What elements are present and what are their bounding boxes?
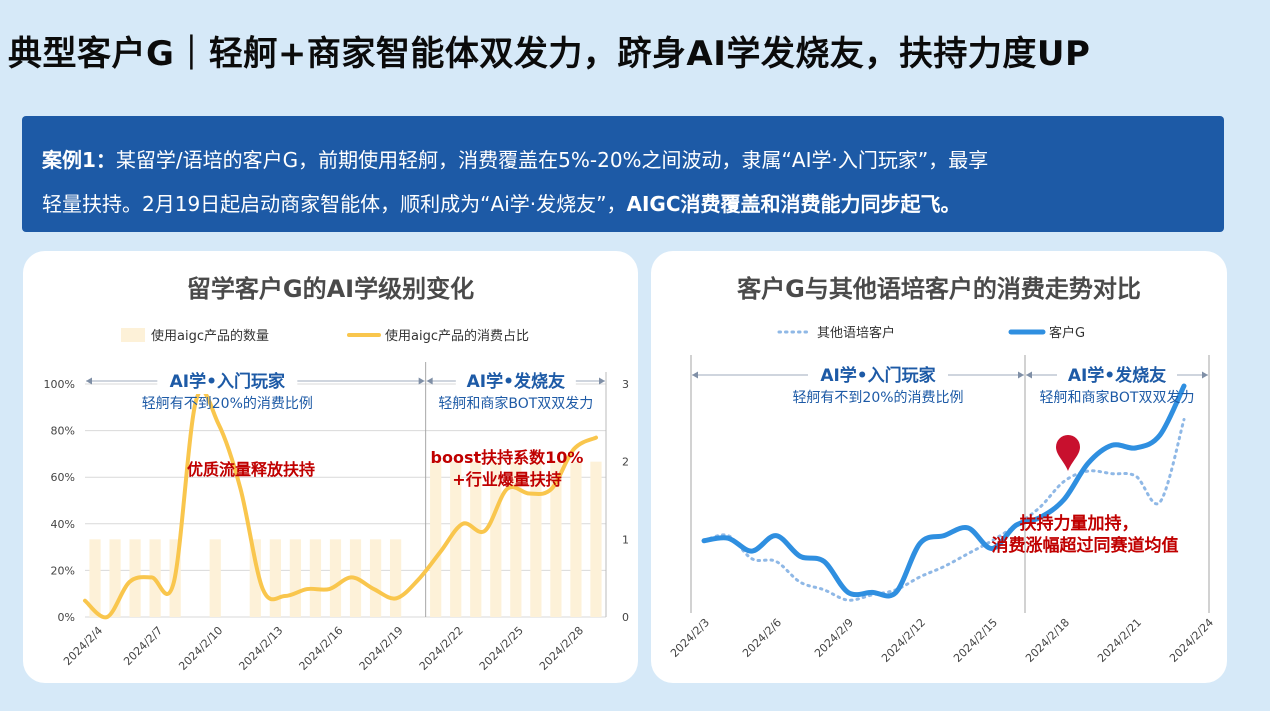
left-phase2-subtitle: 轻舸和商家BOT双双发力 bbox=[438, 395, 593, 412]
right-phase1-arrow-head-left bbox=[692, 371, 698, 379]
left-legend-bar-label: 使用aigc产品的数量 bbox=[151, 328, 269, 344]
right-phase2-title: AI学•发烧友 bbox=[1068, 365, 1166, 386]
case-text-2: 轻量扶持。2月19日起启动商家智能体，顺利成为“Ai学·发烧友”， bbox=[42, 192, 627, 216]
right-phase1-arrow-head-right bbox=[1018, 371, 1024, 379]
left-chart-title: 留学客户G的AI学级别变化 bbox=[186, 275, 475, 303]
left-bar bbox=[249, 539, 261, 617]
left-chart-panel: 留学客户G的AI学级别变化 0% 20% 40% 60% 80% 100% 0 1 2 3 AI学•… bbox=[23, 251, 638, 683]
left-bar bbox=[430, 461, 442, 617]
left-phase2-arrow-head-right bbox=[599, 377, 605, 385]
left-bar bbox=[309, 539, 322, 617]
left-bar bbox=[209, 539, 221, 617]
left-y2-tick-label: 1 bbox=[622, 533, 629, 546]
right-x-tick-label: 2024/2/9 bbox=[812, 616, 856, 660]
case-line-2: 轻量扶持。2月19日起启动商家智能体，顺利成为“Ai学·发烧友”，AIGC消费覆… bbox=[42, 182, 1206, 226]
left-y-tick-label: 60% bbox=[51, 471, 75, 484]
left-bar bbox=[550, 461, 562, 617]
left-phase2-title: AI学•发烧友 bbox=[467, 371, 565, 392]
left-x-tick-label: 2024/2/19 bbox=[357, 624, 406, 673]
left-x-tick-label: 2024/2/13 bbox=[236, 624, 285, 673]
right-x-tick-label: 2024/2/18 bbox=[1023, 616, 1072, 665]
right-series-others bbox=[702, 418, 1186, 602]
left-bar bbox=[329, 539, 342, 617]
right-phase2-title-bg bbox=[1057, 361, 1177, 387]
left-chart-svg: 0% 20% 40% 60% 80% 100% 0 1 2 3 AI学•入门玩家轻舸有不到20%的消… bbox=[44, 328, 629, 673]
left-bar bbox=[470, 461, 482, 617]
left-x-tick-label: 2024/2/25 bbox=[477, 624, 526, 673]
left-phase1-arrow-head-left bbox=[86, 377, 92, 385]
left-bar bbox=[530, 461, 542, 617]
left-bar bbox=[289, 539, 302, 617]
left-bar bbox=[109, 539, 121, 617]
right-x-tick-label: 2024/2/15 bbox=[951, 616, 1000, 665]
left-bar bbox=[570, 461, 582, 617]
left-bar bbox=[490, 461, 502, 617]
left-y2-tick-label: 3 bbox=[622, 378, 629, 391]
left-phase2-title-bg bbox=[455, 368, 576, 394]
left-bar bbox=[590, 461, 602, 617]
left-phase1-title-bg bbox=[157, 368, 298, 394]
right-support-line1: 扶持力量加持， bbox=[1020, 513, 1139, 534]
left-x-tick-label: 2024/2/22 bbox=[417, 624, 466, 673]
left-x-tick-label: 2024/2/10 bbox=[176, 624, 225, 673]
case-text-3: AIGC消费覆盖和消费能力同步起飞。 bbox=[626, 192, 961, 216]
left-y-tick-label: 80% bbox=[51, 425, 75, 438]
left-x-tick-label: 2024/2/16 bbox=[297, 624, 346, 673]
right-x-tick-label: 2024/2/12 bbox=[879, 616, 928, 665]
left-y-tick-label: 0% bbox=[58, 611, 75, 624]
page-title: 典型客户G｜轻舸+商家智能体双发力，跻身AI学发烧友，扶持力度UP bbox=[8, 34, 1091, 74]
case-label: 案例1： bbox=[42, 148, 116, 172]
right-x-tick-label: 2024/2/21 bbox=[1095, 616, 1144, 665]
left-y2-tick-label: 0 bbox=[622, 611, 629, 624]
left-y2-tick-label: 2 bbox=[622, 456, 629, 469]
left-phase1-subtitle: 轻舸有不到20%的消费比例 bbox=[142, 395, 313, 412]
right-x-tick-label: 2024/2/24 bbox=[1167, 616, 1216, 665]
left-y-tick-label: 20% bbox=[51, 564, 75, 577]
left-x-tick-label: 2024/2/28 bbox=[537, 624, 586, 673]
left-phase1-arrow-head-right bbox=[418, 377, 425, 385]
left-bar bbox=[89, 539, 101, 617]
left-legend-line-label: 使用aigc产品的消费占比 bbox=[385, 328, 529, 344]
left-x-tick-label: 2024/2/4 bbox=[61, 624, 105, 668]
case-line-1: 案例1：某留学/语培的客户G，前期使用轻舸，消费覆盖在5%-20%之间波动，隶属… bbox=[42, 138, 1206, 182]
right-chart-title: 客户G与其他语培客户的消费走势对比 bbox=[737, 275, 1141, 303]
left-bar bbox=[450, 461, 462, 617]
case-text-1: 某留学/语培的客户G，前期使用轻舸，消费覆盖在5%-20%之间波动，隶属“AI学… bbox=[115, 148, 989, 172]
left-phase1-title: AI学•入门玩家 bbox=[170, 371, 285, 392]
right-legend-g-label: 客户G bbox=[1049, 325, 1085, 341]
right-phase2-arrow-head-left bbox=[1026, 371, 1032, 379]
left-phase2-arrow-head-left bbox=[426, 377, 433, 385]
left-support2-line1: boost扶持系数10% bbox=[431, 448, 584, 467]
left-legend-bar-swatch bbox=[121, 328, 145, 342]
case-description-box: 案例1：某留学/语培的客户G，前期使用轻舸，消费覆盖在5%-20%之间波动，隶属… bbox=[22, 116, 1224, 232]
right-phase1-title-bg bbox=[808, 361, 948, 387]
left-bar bbox=[389, 539, 402, 617]
left-y-tick-label: 40% bbox=[51, 518, 75, 531]
right-chart-panel: 客户G与其他语培客户的消费走势对比 AI学•入门玩家 轻舸有不到20%的消费比例 A… bbox=[651, 251, 1227, 683]
left-x-tick-label: 2024/2/7 bbox=[121, 624, 165, 668]
right-x-tick-label: 2024/2/6 bbox=[740, 616, 784, 660]
left-consumption-line bbox=[83, 388, 598, 620]
left-bar bbox=[269, 539, 281, 617]
left-support-label: 优质流量释放扶持 bbox=[187, 460, 315, 479]
left-y-tick-label: 100% bbox=[44, 378, 75, 391]
right-support-line2: 消费涨幅超过同赛道均值 bbox=[992, 535, 1179, 556]
right-phase1-title: AI学•入门玩家 bbox=[820, 365, 935, 386]
right-series-customer-g bbox=[701, 383, 1187, 599]
right-phase2-arrow-head-right bbox=[1202, 371, 1208, 379]
left-support2-line2: +行业爆量扶持 bbox=[452, 470, 561, 489]
left-bar bbox=[510, 461, 522, 617]
right-legend-others-label: 其他语培客户 bbox=[817, 325, 895, 341]
left-bar bbox=[369, 539, 382, 617]
right-phase2-subtitle: 轻舸和商家BOT双双发力 bbox=[1040, 389, 1195, 406]
right-x-tick-label: 2024/2/3 bbox=[668, 616, 712, 660]
location-pin-icon bbox=[1056, 435, 1080, 471]
right-phase1-subtitle: 轻舸有不到20%的消费比例 bbox=[792, 389, 963, 406]
